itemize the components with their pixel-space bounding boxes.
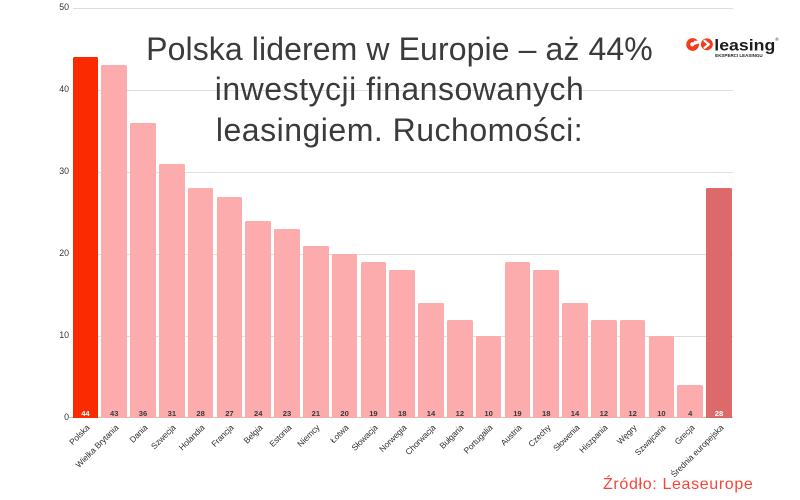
svg-text:EKSPERCI LEASINGU: EKSPERCI LEASINGU xyxy=(715,53,763,58)
svg-text:®: ® xyxy=(775,36,779,42)
svg-text:leasing: leasing xyxy=(714,38,775,55)
